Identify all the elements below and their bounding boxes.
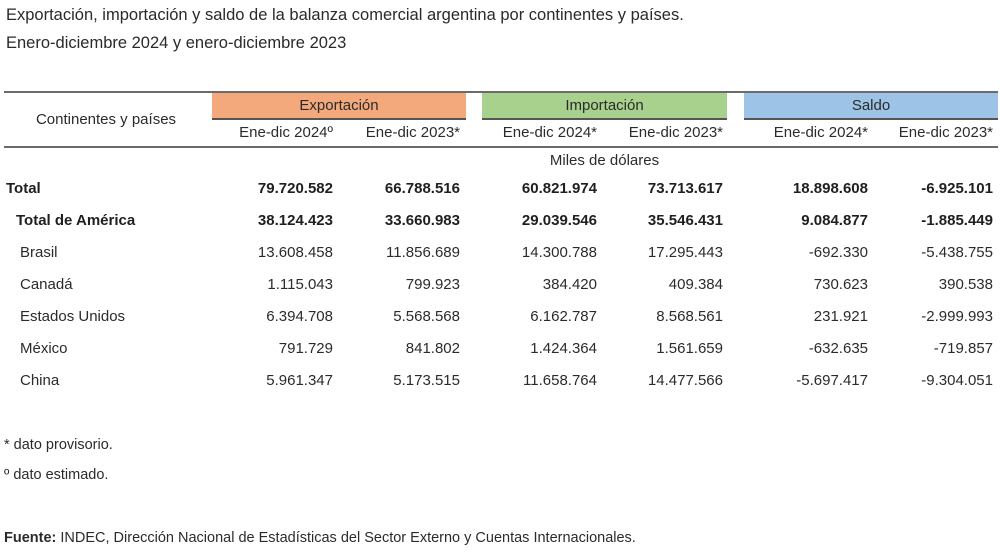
table-row: Total 79.720.582 66.788.516 60.821.974 73.71… xyxy=(0,173,1000,205)
cell-exp-2024: 1.115.043 xyxy=(267,276,333,293)
subheader-sal-2024: Ene-dic 2024* xyxy=(773,124,868,141)
row-label: China xyxy=(20,372,60,389)
cell-sal-2024: 730.623 xyxy=(813,276,868,293)
source-label: Fuente: xyxy=(4,530,57,546)
table-header-bottom-rule xyxy=(4,146,998,148)
cell-exp-2024: 5.961.347 xyxy=(266,372,333,389)
cell-sal-2023: 390.538 xyxy=(938,276,993,293)
cell-sal-2023: -2.999.993 xyxy=(921,308,993,325)
subheader-sal-2023: Ene-dic 2023* xyxy=(898,124,993,141)
group-header-saldo: Saldo xyxy=(744,93,998,120)
row-label: Total xyxy=(6,180,41,197)
cell-sal-2023: -1.885.449 xyxy=(921,212,993,229)
table-row: Brasil 13.608.458 11.856.689 14.300.788 17.2… xyxy=(0,237,1000,269)
cell-imp-2023: 17.295.443 xyxy=(647,244,723,261)
cell-exp-2024: 79.720.582 xyxy=(257,180,333,197)
cell-sal-2024: -692.330 xyxy=(808,244,868,261)
cell-exp-2023: 841.802 xyxy=(405,340,460,357)
cell-exp-2024: 791.729 xyxy=(278,340,333,357)
cell-imp-2023: 14.477.566 xyxy=(647,372,723,389)
cell-exp-2023: 5.568.568 xyxy=(393,308,460,325)
cell-imp-2023: 8.568.561 xyxy=(656,308,723,325)
cell-imp-2024: 11.658.764 xyxy=(523,372,597,389)
cell-sal-2023: -719.857 xyxy=(933,340,993,357)
table-title-line-2: Enero-diciembre 2024 y enero-diciembre 2… xyxy=(6,34,347,52)
cell-imp-2023: 1.561.659 xyxy=(656,340,723,357)
cell-sal-2024: 18.898.608 xyxy=(792,180,868,197)
table-top-rule xyxy=(4,91,998,93)
table-row: Estados Unidos 6.394.708 5.568.568 6.162.78… xyxy=(0,301,1000,333)
cell-sal-2024: -5.697.417 xyxy=(796,372,868,389)
row-label: México xyxy=(20,340,68,357)
cell-exp-2024: 38.124.423 xyxy=(257,212,333,229)
cell-exp-2024: 6.394.708 xyxy=(266,308,333,325)
row-label: Canadá xyxy=(20,276,73,293)
table-row: Canadá 1.115.043 799.923 384.420 409.384 730.… xyxy=(0,269,1000,301)
row-label: Total de América xyxy=(16,212,136,229)
subheader-imp-2023: Ene-dic 2023* xyxy=(628,124,723,141)
cell-imp-2024: 6.162.787 xyxy=(530,308,597,325)
source-note: Fuente: INDEC, Dirección Nacional de Est… xyxy=(4,530,636,546)
cell-imp-2024: 1.424.364 xyxy=(530,340,597,357)
stub-header: Continentes y países xyxy=(35,111,177,128)
cell-imp-2023: 35.546.431 xyxy=(647,212,723,229)
source-text: INDEC, Dirección Nacional de Estadística… xyxy=(56,530,636,546)
cell-imp-2024: 60.821.974 xyxy=(521,180,597,197)
cell-exp-2023: 11.856.689 xyxy=(386,244,460,261)
table-row: Total de América 38.124.423 33.660.983 29.0… xyxy=(0,205,1000,237)
cell-exp-2024: 13.608.458 xyxy=(257,244,333,261)
cell-imp-2023: 73.713.617 xyxy=(647,180,723,197)
cell-imp-2024: 384.420 xyxy=(542,276,597,293)
cell-exp-2023: 66.788.516 xyxy=(384,180,460,197)
cell-sal-2024: 231.921 xyxy=(813,308,868,325)
row-label: Brasil xyxy=(20,244,58,261)
cell-sal-2024: -632.635 xyxy=(808,340,868,357)
cell-exp-2023: 33.660.983 xyxy=(384,212,460,229)
table-title-line-1: Exportación, importación y saldo de la b… xyxy=(6,6,684,24)
row-label: Estados Unidos xyxy=(20,308,126,325)
subheader-imp-2024: Ene-dic 2024* xyxy=(502,124,597,141)
cell-exp-2023: 799.923 xyxy=(405,276,460,293)
cell-imp-2023: 409.384 xyxy=(668,276,723,293)
cell-sal-2024: 9.084.877 xyxy=(801,212,868,229)
units-label: Miles de dólares xyxy=(549,152,660,169)
table-row: México 791.729 841.802 1.424.364 1.561.659 -6… xyxy=(0,333,1000,365)
cell-exp-2023: 5.173.515 xyxy=(393,372,460,389)
group-header-exportacion: Exportación xyxy=(212,93,466,120)
subheader-exp-2024: Ene-dic 2024º xyxy=(239,124,333,141)
note-provisional: * dato provisorio. xyxy=(4,437,113,453)
table-row: China 5.961.347 5.173.515 11.658.764 14.477.… xyxy=(0,365,1000,397)
cell-imp-2024: 14.300.788 xyxy=(521,244,597,261)
group-header-importacion: Importación xyxy=(482,93,727,120)
cell-sal-2023: -9.304.051 xyxy=(921,372,993,389)
cell-imp-2024: 29.039.546 xyxy=(521,212,597,229)
cell-sal-2023: -6.925.101 xyxy=(921,180,993,197)
cell-sal-2023: -5.438.755 xyxy=(921,244,993,261)
note-estimated: º dato estimado. xyxy=(4,467,109,483)
subheader-exp-2023: Ene-dic 2023* xyxy=(365,124,460,141)
